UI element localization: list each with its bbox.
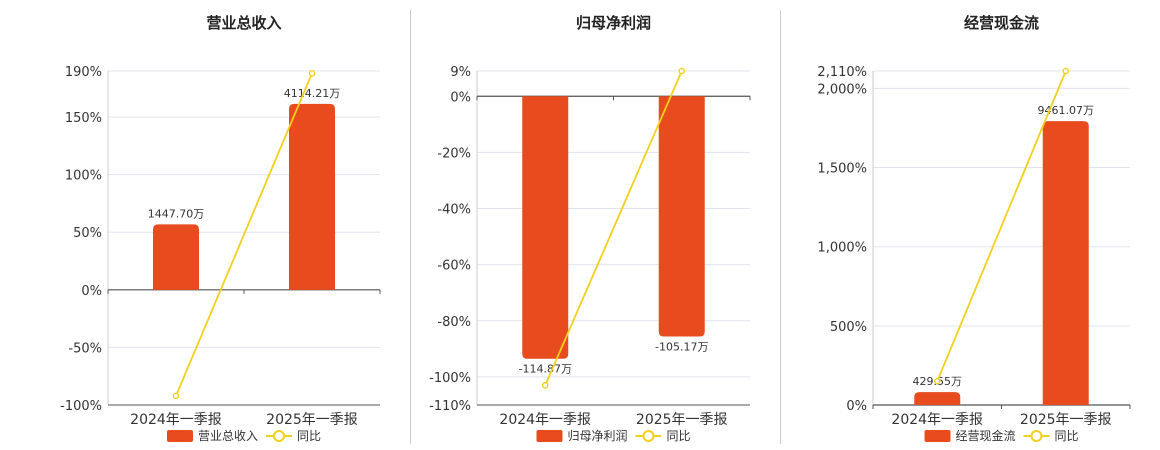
y-tick-label: -100%	[429, 371, 471, 386]
yoy-point	[678, 67, 686, 75]
x-tick-label: 2025年一季报	[1020, 412, 1112, 428]
legend-line-marker	[642, 430, 655, 442]
y-tick-label: 0%	[846, 399, 867, 414]
yoy-line	[936, 70, 1067, 382]
chart-title: 营业总收入	[206, 14, 281, 32]
chart-title: 归母净利润	[576, 14, 651, 32]
legend-line-label: 同比	[1055, 429, 1079, 443]
y-tick-label: 1,000%	[817, 241, 867, 256]
bar	[914, 392, 961, 405]
y-tick-label: 1,500%	[817, 162, 867, 177]
yoy-point	[1062, 67, 1070, 75]
x-tick-label: 2024年一季报	[891, 412, 983, 428]
y-tick-label: -40%	[437, 203, 471, 218]
y-tick-label: 9%	[450, 65, 471, 80]
yoy-point	[308, 70, 316, 77]
y-tick-label: 50%	[73, 226, 102, 241]
bar	[522, 96, 569, 359]
legend-line-marker	[273, 430, 285, 442]
bar-value-label: -105.17万	[655, 341, 708, 354]
yoy-line	[544, 70, 683, 386]
bar	[1042, 121, 1089, 405]
bar-value-label: 9461.07万	[1038, 104, 1095, 117]
legend-line-marker	[1030, 430, 1043, 442]
chart-operating-cashflow: 经营现金流0%500%1,000%1,500%2,000%2,110%429.5…	[817, 14, 1131, 443]
yoy-point	[172, 392, 180, 400]
panel-divider	[410, 10, 411, 444]
x-tick-label: 2025年一季报	[636, 412, 728, 428]
x-tick-label: 2025年一季报	[266, 412, 358, 428]
y-tick-label: 190%	[65, 65, 102, 80]
x-tick-label: 2024年一季报	[130, 412, 222, 428]
y-tick-label: -80%	[437, 315, 471, 330]
legend-bar-swatch	[536, 430, 563, 442]
bar	[289, 103, 335, 290]
legend-line-label: 同比	[297, 429, 321, 443]
yoy-point	[933, 377, 941, 385]
y-tick-label: 0%	[450, 90, 471, 105]
legend-bar-label: 营业总收入	[198, 429, 258, 443]
bar	[658, 96, 705, 337]
y-tick-label: 100%	[65, 169, 102, 184]
chart-revenue: 营业总收入 -100% -50% 0% 50% 100% 150% 190% 1447.70万 4…	[60, 14, 381, 443]
legend-bar-swatch	[924, 430, 951, 442]
y-tick-label: 0%	[81, 284, 102, 299]
y-tick-label: -50%	[68, 341, 102, 356]
chart-title: 经营现金流	[964, 14, 1039, 32]
bar-value-label: 1447.70万	[148, 207, 205, 220]
bar	[153, 224, 199, 290]
bar-value-label: 4114.21万	[284, 87, 341, 100]
x-tick-label: 2024年一季报	[499, 412, 591, 428]
y-tick-label: 500%	[830, 320, 867, 335]
panel-divider	[780, 10, 781, 444]
y-tick-label: 150%	[65, 111, 102, 126]
legend-line-label: 同比	[667, 429, 691, 443]
y-tick-label: -20%	[437, 146, 471, 161]
legend-bar-label: 归母净利润	[568, 429, 628, 443]
legend-bar-swatch	[167, 430, 193, 442]
y-tick-label: -100%	[60, 399, 102, 414]
y-tick-label: 2,110%	[817, 65, 867, 80]
y-tick-label: 2,000%	[817, 82, 867, 97]
chart-net-profit: 归母净利润 -110% -100% -80% -60% -40% -20% 0% 9% -114.…	[429, 14, 751, 443]
yoy-line	[175, 72, 313, 397]
y-tick-label: -60%	[437, 259, 471, 274]
yoy-point	[541, 382, 549, 389]
bar-value-label: -114.87万	[519, 363, 572, 376]
legend-bar-label: 经营现金流	[956, 428, 1016, 443]
y-tick-label: -110%	[429, 399, 471, 414]
